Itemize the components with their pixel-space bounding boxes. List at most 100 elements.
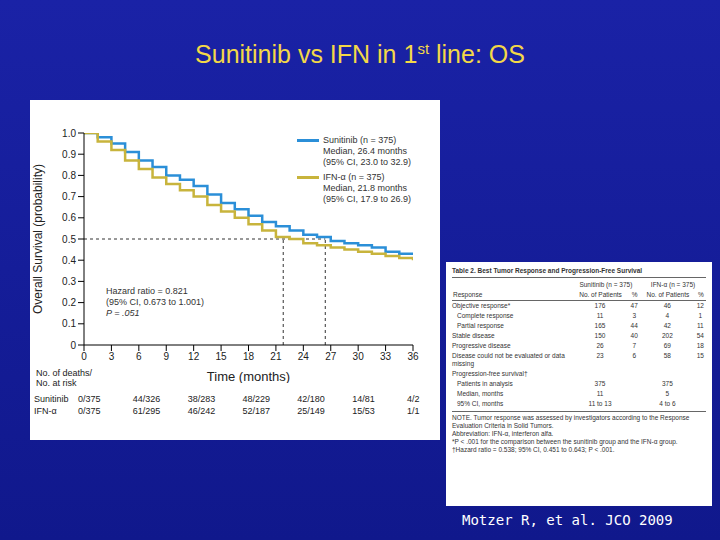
- svg-text:0.6: 0.6: [62, 212, 76, 223]
- html-text:202: 202: [661, 332, 673, 339]
- svg-text:Overall Survival (probability): Overall Survival (probability): [31, 164, 45, 314]
- html-text:Sunitinib: Sunitinib: [34, 394, 69, 404]
- html-text:375: 375: [661, 380, 673, 387]
- html-text:Hazard ratio = 0.821: Hazard ratio = 0.821: [106, 286, 188, 296]
- svg-text:0.7: 0.7: [62, 191, 76, 202]
- html-text:Complete response: Complete response: [457, 312, 514, 319]
- html-text:40: 40: [630, 332, 638, 339]
- html-text:14/81: 14/81: [352, 394, 375, 404]
- svg-text:18: 18: [243, 351, 255, 362]
- html-text:42/180: 42/180: [297, 394, 325, 404]
- html-text:44/326: 44/326: [132, 394, 161, 404]
- html-text:Median, 26.4 months: Median, 26.4 months: [322, 146, 407, 156]
- svg-text:27: 27: [325, 351, 337, 362]
- html-text:95% CI, months: 95% CI, months: [457, 400, 504, 407]
- svg-text:1.0: 1.0: [62, 128, 76, 139]
- html-text:No. of Patients: No. of Patients: [579, 291, 622, 298]
- svg-text:0.4: 0.4: [62, 255, 76, 266]
- html-text:Patients in analysis: Patients in analysis: [457, 380, 513, 387]
- html-text:46: 46: [663, 302, 671, 309]
- svg-text:21: 21: [270, 351, 282, 362]
- html-text:150: 150: [594, 332, 606, 339]
- html-text:0/375: 0/375: [78, 394, 101, 404]
- html-text:1/1: 1/1: [407, 406, 420, 416]
- html-text:165: 165: [594, 322, 606, 329]
- html-text:4 to 6: 4 to 6: [659, 400, 676, 407]
- svg-text:30: 30: [353, 351, 365, 362]
- html-text:Disease could not be evaluated: Disease could not be evaluated or data m…: [452, 352, 565, 367]
- html-text:38/283: 38/283: [187, 394, 216, 404]
- html-text:176: 176: [594, 302, 606, 309]
- html-text:Response: Response: [453, 291, 483, 298]
- svg-text:0.9: 0.9: [62, 149, 76, 160]
- html-text:No. at risk: No. at risk: [36, 378, 77, 388]
- html-text:IFN-α (n = 375): IFN-α (n = 375): [322, 172, 385, 182]
- html-text:52/187: 52/187: [242, 406, 270, 416]
- html-text:11: 11: [697, 322, 704, 329]
- svg-text:24: 24: [298, 351, 310, 362]
- html-text:Sunitinib (n = 375): Sunitinib (n = 375): [322, 135, 397, 145]
- html-text:61/295: 61/295: [132, 406, 161, 416]
- svg-text:0.2: 0.2: [62, 297, 76, 308]
- html-text:15: 15: [696, 352, 704, 359]
- svg-text:12: 12: [188, 351, 200, 362]
- html-text:54: 54: [696, 332, 704, 339]
- html-text:4/2: 4/2: [407, 394, 420, 404]
- html-text:IFN-α (n = 375): IFN-α (n = 375): [650, 281, 696, 288]
- svg-text:0: 0: [81, 351, 87, 362]
- svg-text:0.5: 0.5: [62, 234, 76, 245]
- html-text:69: 69: [663, 342, 671, 349]
- html-text:Abbreviation: IFN-α, interfero: Abbreviation: IFN-α, interferon alfa.: [452, 430, 554, 437]
- svg-text:0.3: 0.3: [62, 276, 76, 287]
- html-text:No. of Patients: No. of Patients: [646, 291, 690, 298]
- html-text:58: 58: [663, 352, 671, 359]
- html-text:Sunitinib vs IFN in 1stline: O: Sunitinib vs IFN in 1stline: OS: [195, 40, 525, 69]
- svg-text:Time (months): Time (months): [207, 369, 290, 383]
- svg-text:36: 36: [407, 351, 419, 362]
- svg-text:0.1: 0.1: [62, 318, 76, 329]
- html-text:42: 42: [663, 322, 671, 329]
- html-text:No. of deaths/: No. of deaths/: [36, 368, 92, 378]
- html-text:46/242: 46/242: [187, 406, 216, 416]
- html-text:Partial response: Partial response: [457, 322, 504, 329]
- html-text:NOTE. Tumor response was asses: NOTE. Tumor response was assessed by inv…: [452, 414, 690, 429]
- svg-text:0: 0: [70, 340, 76, 351]
- html-text:Table 2. Best Tumor Response a: Table 2. Best Tumor Response and Progres…: [452, 267, 643, 274]
- html-text:11 to 13: 11 to 13: [588, 400, 612, 407]
- svg-text:15: 15: [216, 351, 228, 362]
- svg-text:3: 3: [109, 351, 115, 362]
- html-text:18: 18: [696, 342, 704, 349]
- html-text:Median, months: Median, months: [457, 390, 504, 397]
- html-text:Progression-free survival†: Progression-free survival†: [452, 370, 528, 377]
- html-text:15/53: 15/53: [352, 406, 375, 416]
- html-text:375: 375: [594, 380, 606, 387]
- html-text:Stable disease: Stable disease: [452, 332, 495, 339]
- svg-text:9: 9: [163, 351, 169, 362]
- html-text:Objective response*: Objective response*: [452, 302, 511, 309]
- html-text:11: 11: [596, 390, 604, 397]
- html-text:44: 44: [630, 322, 638, 329]
- html-text:Sunitinib (n = 375): Sunitinib (n = 375): [579, 281, 633, 288]
- html-text:(95% CI, 23.0 to 32.9): (95% CI, 23.0 to 32.9): [322, 157, 411, 167]
- html-text:12: 12: [696, 302, 704, 309]
- html-text:25/149: 25/149: [297, 406, 325, 416]
- html-text:Median, 21.8 months: Median, 21.8 months: [322, 183, 407, 193]
- html-text:47: 47: [630, 302, 638, 309]
- html-text:23: 23: [596, 352, 604, 359]
- html-text:0/375: 0/375: [78, 406, 101, 416]
- svg-text:33: 33: [380, 351, 392, 362]
- svg-text:0.8: 0.8: [62, 170, 76, 181]
- html-text:(95% CI, 17.9 to 26.9): (95% CI, 17.9 to 26.9): [322, 194, 411, 204]
- html-text:11: 11: [596, 312, 604, 319]
- html-text:48/229: 48/229: [242, 394, 270, 404]
- html-text:4: 4: [665, 312, 670, 319]
- html-text:(95% CI, 0.673 to 1.001): (95% CI, 0.673 to 1.001): [106, 297, 205, 307]
- html-text:Progressive disease: Progressive disease: [452, 342, 511, 349]
- svg-text:6: 6: [136, 351, 142, 362]
- html-text:*P < .001 for the comparison b: *P < .001 for the comparison between the…: [452, 438, 678, 445]
- html-text:26: 26: [596, 342, 604, 349]
- html-text:IFN-α: IFN-α: [34, 406, 57, 416]
- html-text:Motzer R, et al. JCO 2009: Motzer R, et al. JCO 2009: [462, 512, 673, 528]
- html-text:†Hazard ratio = 0.538; 95% CI,: †Hazard ratio = 0.538; 95% CI, 0.451 to …: [452, 446, 615, 453]
- html-text:P = .051: P = .051: [106, 308, 140, 318]
